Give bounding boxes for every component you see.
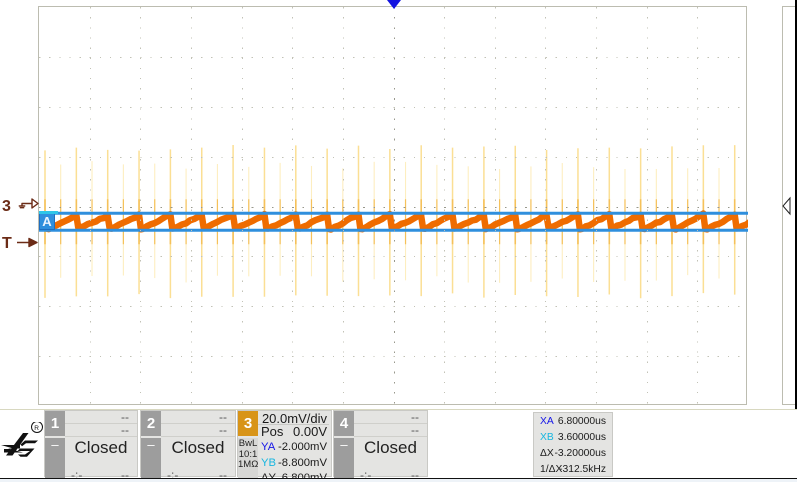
svg-text:T: T — [2, 235, 12, 252]
svg-text:3: 3 — [2, 198, 11, 215]
svg-text:R: R — [34, 425, 39, 432]
